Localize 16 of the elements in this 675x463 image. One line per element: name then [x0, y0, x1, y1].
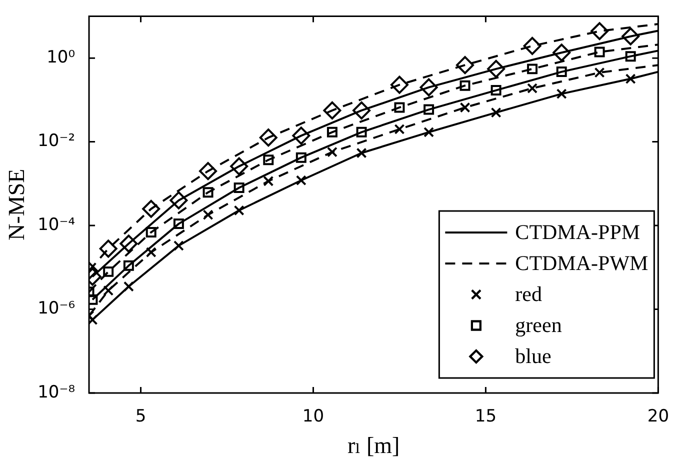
y-tick-label: 10⁻² — [38, 131, 76, 152]
legend-label: red — [515, 282, 542, 306]
y-tick-label: 10⁻⁴ — [38, 214, 76, 235]
y-tick-label: 10⁻⁸ — [38, 382, 76, 402]
x-tick-label: 15 — [474, 406, 497, 427]
y-tick-label: 10⁻⁶ — [38, 298, 76, 319]
legend-label: CTDMA-PPM — [515, 220, 640, 244]
x-tick-label: 10 — [302, 406, 324, 427]
y-tick-label: 10⁰ — [46, 47, 76, 68]
x-axis-title: rₗ [m] — [348, 433, 400, 458]
x-tick-label: 20 — [647, 406, 670, 427]
legend-label: CTDMA-PWM — [515, 251, 649, 276]
y-axis-title: N-MSE — [4, 168, 29, 240]
x-tick-label: 5 — [135, 406, 146, 427]
legend-label: green — [515, 313, 562, 338]
legend-label: blue — [515, 344, 552, 368]
